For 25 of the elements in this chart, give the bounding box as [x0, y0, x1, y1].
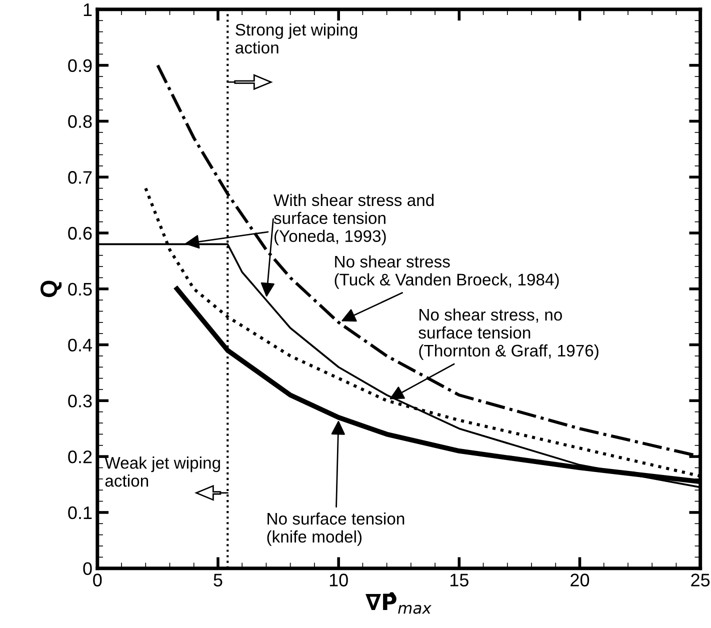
y-tick-label: 0.9	[68, 59, 92, 72]
y-tick-label: 0.4	[68, 338, 92, 352]
x-tick-label: 10	[330, 574, 348, 586]
annotation: No surface tension (knife model)	[267, 512, 404, 546]
x-tick-label: 25	[691, 574, 710, 586]
y-tick-label: 0.7	[68, 171, 92, 184]
y-tick-label: 0.5	[68, 282, 92, 296]
y-tick-label: 0.2	[68, 450, 92, 464]
x-tick-label: 20	[570, 574, 590, 586]
annotation: No shear stress, no surface tension (Thornton & Graff, 1976)	[418, 308, 598, 360]
y-tick-label: 0.8	[68, 115, 92, 128]
y-tick-label: 0.6	[68, 226, 92, 240]
annotation: Strong jet wiping action	[236, 23, 358, 54]
y-tick-label: 0	[83, 562, 92, 576]
x-tick-label: 15	[450, 574, 468, 586]
x-axis-title: ∇P̂$_{max}$	[366, 592, 432, 614]
annotation: No shear stress (Tuck & Vanden Broeck, 1984)	[334, 255, 559, 289]
x-tick-label: 0	[93, 574, 102, 586]
annotation: Weak jet wiping action	[104, 456, 220, 487]
annotation: With shear stress and surface tension (Yoneda, 1993)	[274, 194, 434, 246]
y-tick-label: 0.3	[68, 394, 92, 408]
y-axis-title: Q	[40, 280, 62, 298]
y-tick-label: 0.1	[68, 506, 92, 520]
y-tick-label: 1	[84, 4, 92, 16]
x-tick-label: 5	[214, 574, 222, 586]
